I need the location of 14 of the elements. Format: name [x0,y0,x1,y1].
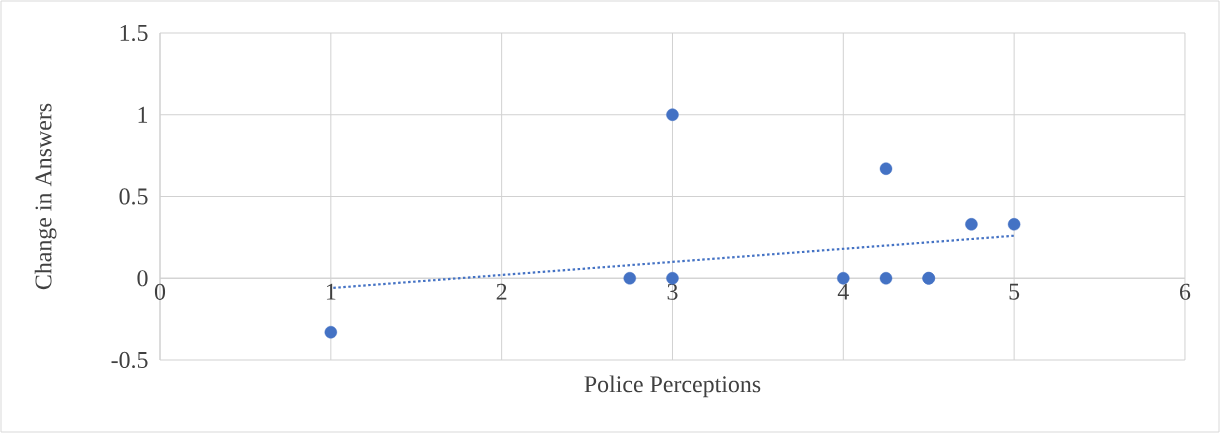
y-axis-title: Change in Answers [34,103,57,290]
y-tick-label: 1 [138,106,148,123]
x-tick-label: 0 [154,283,166,300]
y-tick-label: 1.5 [120,24,148,42]
y-tick-label: 0 [137,270,148,287]
x-tick-label: 4 [837,283,849,300]
x-tick-label: 3 [667,283,678,300]
x-axis-title: Police Perceptions [584,375,761,398]
y-tick-label: -0.5 [111,351,148,369]
x-tick-label: 6 [1180,283,1191,300]
y-tick-label: 0.5 [119,188,148,205]
x-tick-label: 2 [496,283,507,300]
x-tick-label: 5 [1009,283,1020,300]
x-tick-label: 1 [326,283,336,300]
